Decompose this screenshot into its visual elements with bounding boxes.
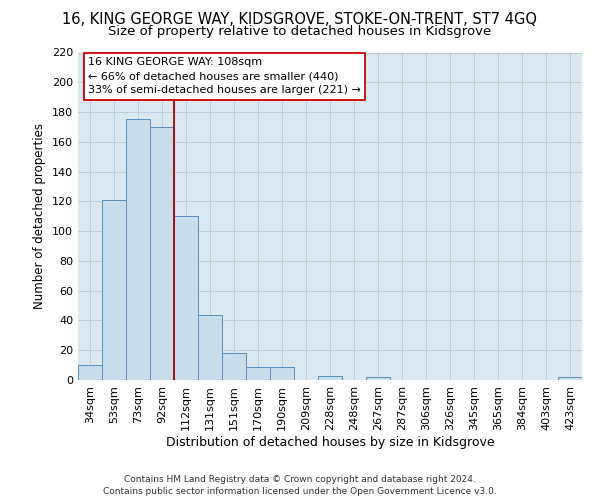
Bar: [126, 120, 150, 380]
X-axis label: Distribution of detached houses by size in Kidsgrove: Distribution of detached houses by size …: [166, 436, 494, 448]
Bar: [222, 353, 246, 380]
Bar: [150, 127, 174, 380]
Bar: [198, 314, 222, 380]
Bar: [78, 365, 102, 380]
Bar: [246, 366, 270, 380]
Bar: [558, 377, 582, 380]
Bar: [102, 200, 126, 380]
Text: 16 KING GEORGE WAY: 108sqm
← 66% of detached houses are smaller (440)
33% of sem: 16 KING GEORGE WAY: 108sqm ← 66% of deta…: [88, 58, 361, 96]
Bar: [366, 377, 390, 380]
Text: Size of property relative to detached houses in Kidsgrove: Size of property relative to detached ho…: [109, 25, 491, 38]
Text: 16, KING GEORGE WAY, KIDSGROVE, STOKE-ON-TRENT, ST7 4GQ: 16, KING GEORGE WAY, KIDSGROVE, STOKE-ON…: [62, 12, 538, 28]
Bar: [174, 216, 198, 380]
Text: Contains HM Land Registry data © Crown copyright and database right 2024.
Contai: Contains HM Land Registry data © Crown c…: [103, 475, 497, 496]
Y-axis label: Number of detached properties: Number of detached properties: [34, 123, 46, 309]
Bar: [318, 376, 342, 380]
Bar: [270, 366, 294, 380]
